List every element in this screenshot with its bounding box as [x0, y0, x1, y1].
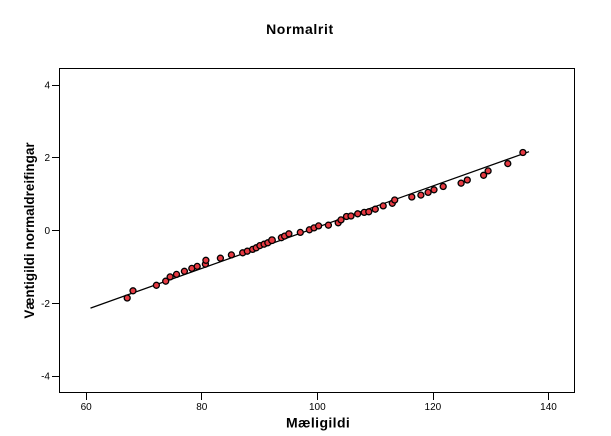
- svg-text:Mæligildi: Mæligildi: [286, 414, 350, 430]
- svg-text:-4: -4: [41, 372, 50, 383]
- svg-text:140: 140: [540, 402, 557, 413]
- svg-text:100: 100: [309, 402, 326, 413]
- svg-text:Normalrit: Normalrit: [266, 21, 334, 37]
- svg-text:Væntigildi normaldreifingar: Væntigildi normaldreifingar: [22, 142, 37, 319]
- svg-text:-2: -2: [41, 299, 50, 310]
- svg-text:4: 4: [44, 81, 50, 92]
- svg-text:120: 120: [425, 402, 442, 413]
- svg-text:0: 0: [44, 226, 50, 237]
- svg-text:60: 60: [81, 402, 93, 413]
- svg-text:80: 80: [196, 402, 208, 413]
- svg-text:2: 2: [44, 153, 50, 164]
